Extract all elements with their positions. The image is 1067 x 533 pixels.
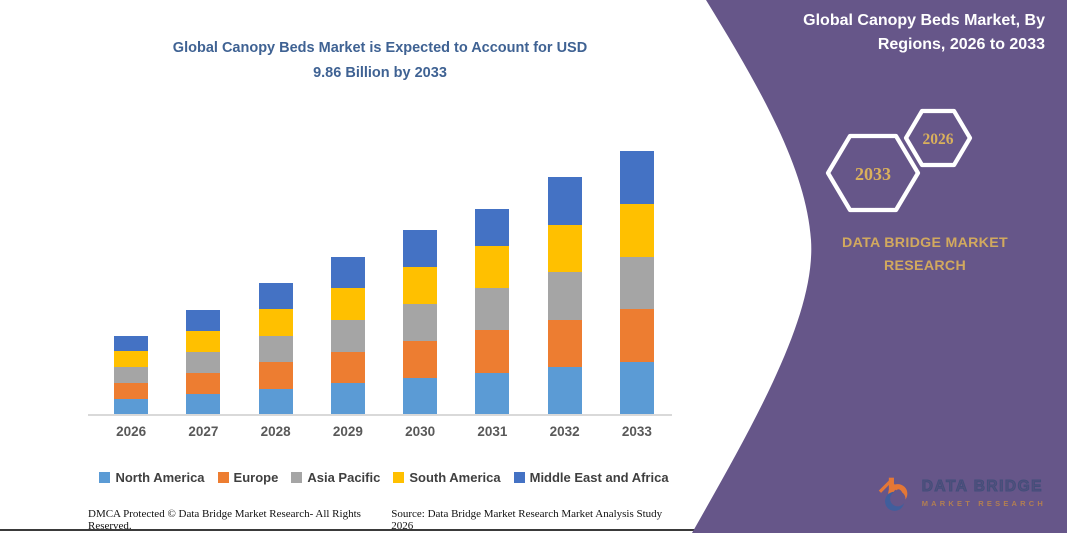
bar-2032	[547, 177, 582, 415]
legend-item-north-america: North America	[99, 470, 205, 485]
source-text: Source: Data Bridge Market Research Mark…	[391, 508, 663, 532]
bar-column-2026	[95, 140, 167, 415]
bar-2029	[330, 256, 365, 415]
dmca-text: DMCA Protected © Data Bridge Market Rese…	[88, 508, 361, 532]
bar-segment-middle-east-and-africa-2031	[475, 208, 510, 246]
bar-segment-asia-pacific-2032	[547, 272, 582, 320]
bar-segment-south-america-2027	[186, 330, 221, 352]
legend-swatch-north-america	[99, 472, 111, 483]
bar-segment-south-america-2031	[475, 245, 510, 289]
x-axis-label-2033: 2033	[621, 424, 652, 439]
bar-column-2030	[384, 140, 456, 415]
x-axis-label-2026: 2026	[116, 424, 147, 439]
bar-segment-asia-pacific-2026	[114, 367, 149, 384]
bar-segment-north-america-2029	[330, 383, 365, 415]
chart-title-line2: 9.86 Billion by 2033	[313, 64, 447, 81]
legend-label-south-america: South America	[409, 470, 501, 485]
bar-column-2031	[456, 140, 528, 415]
bar-segment-europe-2026	[114, 383, 149, 400]
legend-item-europe: Europe	[217, 470, 279, 485]
bottom-divider	[0, 529, 705, 531]
purple-ribbon-path	[692, 0, 1067, 533]
bar-2033	[619, 151, 654, 415]
legend: North America Europe Asia Pacific South Ame…	[90, 470, 678, 485]
legend-item-middle-east-and-africa: Middle East and Africa	[513, 470, 669, 485]
bar-segment-asia-pacific-2033	[619, 256, 654, 310]
bar-segment-south-america-2032	[547, 224, 582, 273]
x-axis-label-2027: 2027	[188, 424, 219, 439]
x-axis-label-2030: 2030	[405, 424, 436, 439]
bar-2028	[258, 283, 293, 415]
bar-segment-north-america-2031	[475, 372, 510, 415]
bar-segment-europe-2027	[186, 372, 221, 394]
bar-column-2027	[167, 140, 239, 415]
chart-title-line1: Global Canopy Beds Market is Expected to…	[172, 40, 588, 56]
bar-segment-europe-2028	[258, 362, 293, 389]
bar-2031	[475, 208, 510, 415]
bar-segment-north-america-2030	[403, 378, 438, 415]
x-axis-labels: 2026 2027 2028 2029 2030 2031 2032 2033	[95, 424, 673, 439]
bar-segment-asia-pacific-2027	[186, 351, 221, 373]
bar-segment-south-america-2026	[114, 351, 149, 368]
x-axis-label-2029: 2029	[332, 424, 363, 439]
bar-2027	[186, 309, 221, 415]
legend-label-middle-east-and-africa: Middle East and Africa	[529, 470, 669, 485]
bar-segment-asia-pacific-2031	[475, 288, 510, 331]
bar-column-2033	[601, 140, 673, 415]
x-axis-label-2031: 2031	[477, 424, 508, 439]
legend-label-north-america: North America	[115, 470, 205, 485]
bar-segment-south-america-2028	[258, 309, 293, 336]
bars-row	[95, 140, 673, 415]
x-axis-label-2032: 2032	[549, 424, 580, 439]
bar-segment-middle-east-and-africa-2028	[258, 283, 293, 310]
chart-title: Global Canopy Beds Market is Expected to…	[100, 36, 660, 85]
legend-swatch-asia-pacific	[291, 472, 303, 483]
bar-segment-europe-2029	[330, 351, 365, 384]
bar-segment-europe-2032	[547, 319, 582, 368]
bar-segment-north-america-2033	[619, 362, 654, 415]
bar-2030	[403, 230, 438, 415]
bar-segment-south-america-2033	[619, 203, 654, 257]
bar-segment-asia-pacific-2028	[258, 335, 293, 363]
bar-segment-north-america-2026	[114, 399, 149, 415]
legend-label-asia-pacific: Asia Pacific	[307, 470, 381, 485]
bar-2026	[114, 335, 149, 415]
bar-segment-middle-east-and-africa-2026	[114, 335, 149, 352]
bar-column-2032	[529, 140, 601, 415]
footer-row: DMCA Protected © Data Bridge Market Rese…	[88, 508, 672, 532]
legend-item-asia-pacific: Asia Pacific	[291, 470, 380, 485]
bar-segment-middle-east-and-africa-2033	[619, 151, 654, 204]
bar-segment-north-america-2032	[547, 367, 582, 415]
legend-label-europe: Europe	[233, 470, 279, 485]
bar-segment-europe-2031	[475, 330, 510, 373]
legend-item-south-america: South America	[393, 470, 501, 485]
bar-segment-middle-east-and-africa-2032	[547, 177, 582, 225]
legend-swatch-middle-east-and-africa	[513, 472, 525, 483]
bar-segment-europe-2030	[403, 341, 438, 378]
bar-segment-middle-east-and-africa-2030	[403, 230, 438, 267]
bar-column-2028	[240, 140, 312, 415]
legend-swatch-south-america	[393, 472, 405, 483]
legend-swatch-europe	[217, 472, 229, 483]
bar-segment-middle-east-and-africa-2027	[186, 309, 221, 331]
x-axis-label-2028: 2028	[260, 424, 291, 439]
bar-segment-south-america-2030	[403, 267, 438, 304]
bar-segment-middle-east-and-africa-2029	[330, 256, 365, 289]
bar-segment-north-america-2027	[186, 393, 221, 415]
bar-segment-europe-2033	[619, 309, 654, 363]
bar-segment-asia-pacific-2030	[403, 304, 438, 341]
bar-segment-asia-pacific-2029	[330, 319, 365, 352]
x-axis-line	[88, 414, 672, 416]
bar-segment-south-america-2029	[330, 288, 365, 320]
bar-segment-north-america-2028	[258, 388, 293, 415]
bar-column-2029	[312, 140, 384, 415]
